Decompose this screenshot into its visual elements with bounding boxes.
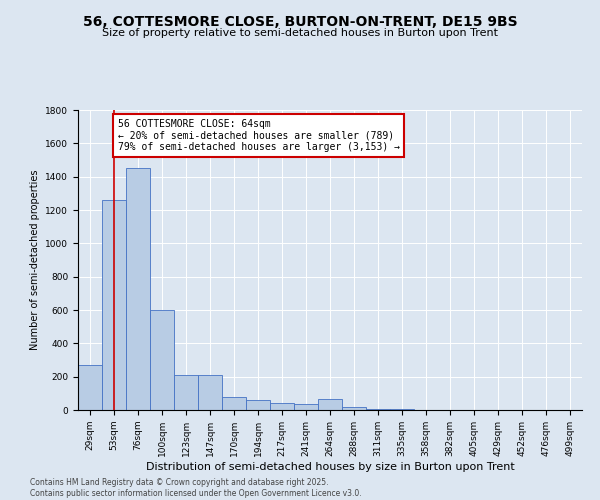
Text: Contains HM Land Registry data © Crown copyright and database right 2025.
Contai: Contains HM Land Registry data © Crown c… — [30, 478, 362, 498]
Text: Size of property relative to semi-detached houses in Burton upon Trent: Size of property relative to semi-detach… — [102, 28, 498, 38]
Bar — [342, 406, 366, 410]
Bar — [102, 200, 126, 410]
Bar — [126, 168, 150, 410]
Bar — [318, 399, 342, 410]
Bar — [270, 402, 294, 410]
Bar — [174, 375, 198, 410]
X-axis label: Distribution of semi-detached houses by size in Burton upon Trent: Distribution of semi-detached houses by … — [146, 462, 514, 471]
Bar — [78, 365, 102, 410]
Bar — [198, 375, 222, 410]
Bar — [246, 400, 270, 410]
Bar — [294, 404, 318, 410]
Y-axis label: Number of semi-detached properties: Number of semi-detached properties — [30, 170, 40, 350]
Bar — [222, 396, 246, 410]
Bar — [366, 408, 390, 410]
Text: 56, COTTESMORE CLOSE, BURTON-ON-TRENT, DE15 9BS: 56, COTTESMORE CLOSE, BURTON-ON-TRENT, D… — [83, 15, 517, 29]
Text: 56 COTTESMORE CLOSE: 64sqm
← 20% of semi-detached houses are smaller (789)
79% o: 56 COTTESMORE CLOSE: 64sqm ← 20% of semi… — [118, 119, 400, 152]
Bar — [150, 310, 174, 410]
